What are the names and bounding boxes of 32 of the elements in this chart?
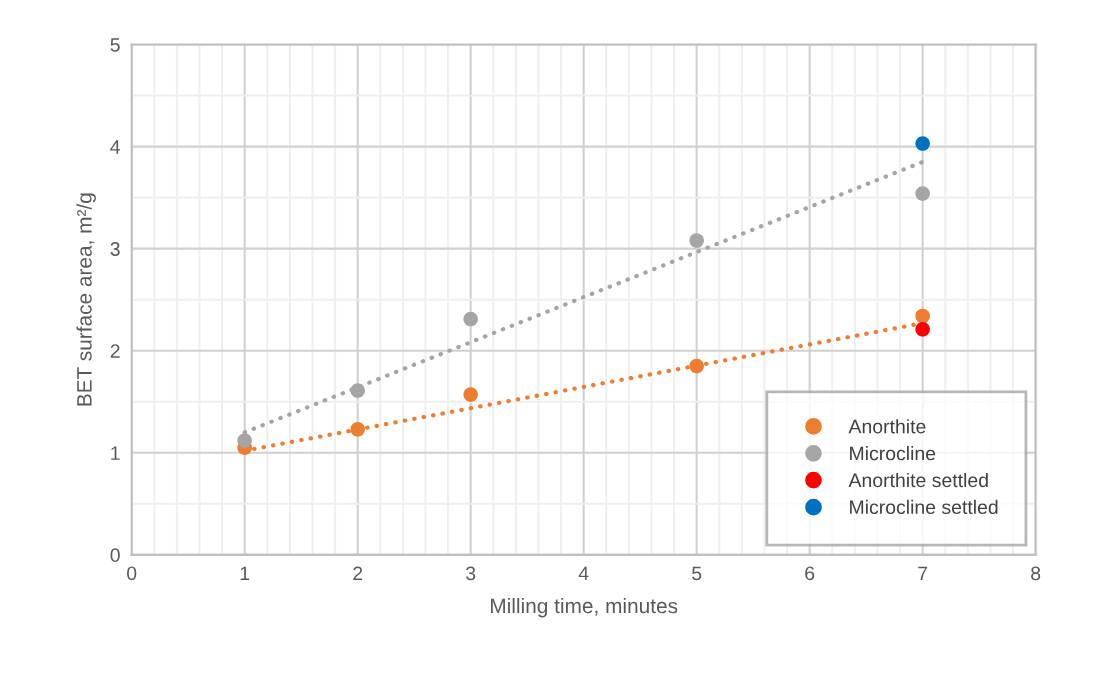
x-tick-label: 2 [353,566,363,581]
y-tick-label: 0 [110,548,120,563]
x-axis-title: Milling time, minutes [491,597,678,618]
point [915,186,930,201]
point [463,387,478,402]
point [350,422,365,437]
point [689,358,704,374]
legend-label: Microcline settled [850,499,998,515]
y-tick-label: 5 [110,38,120,52]
x-tick-label: 1 [240,566,250,581]
legend-label: Anorthite [848,419,926,434]
x-tick-label: 4 [578,566,589,581]
y-tick-label: 3 [110,242,120,256]
x-tick-label: 8 [1031,566,1041,581]
point [463,311,478,327]
y-axis-title: BET surface area, m²/g [76,193,96,406]
point [237,433,252,448]
point [915,136,930,151]
point [915,322,930,337]
point [689,233,704,248]
point [915,308,930,324]
point [350,383,365,398]
y-tick-label: 4 [110,140,121,154]
x-tick-label: 6 [805,566,815,581]
x-tick-label: 0 [127,566,137,581]
y-tick-label: 1 [111,446,120,460]
x-tick-label: 5 [692,566,702,581]
y-tick-label: 2 [110,344,120,358]
legend-label: Microcline [850,446,936,461]
x-tick-label: 7 [918,566,928,581]
legend-label: Anorthite settled [848,472,988,488]
x-tick-label: 3 [466,566,476,581]
